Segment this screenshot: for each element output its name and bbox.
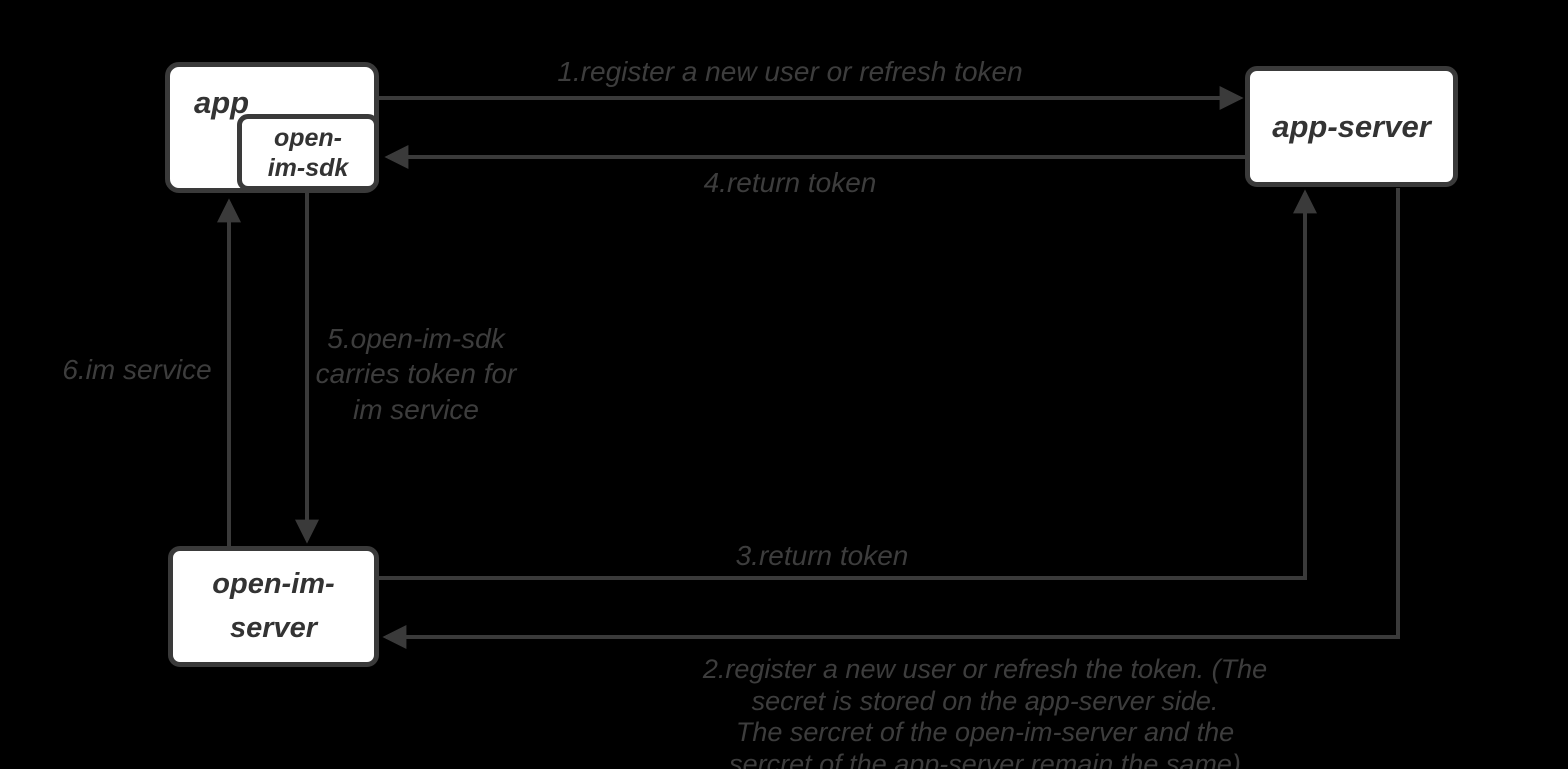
node-app-server: app-server <box>1245 66 1458 187</box>
arrow-2-register-user <box>382 188 1400 649</box>
edge-label-4-return-token: 4.return token <box>703 167 877 198</box>
node-open-im-server: open-im- server <box>168 546 379 667</box>
node-open-im-server-label: open-im- server <box>212 568 335 644</box>
edge-label-3-return-token: 3.return token <box>735 540 909 571</box>
node-open-im-sdk: open- im-sdk <box>237 114 379 191</box>
edge-label-1-register-user: 1.register a new user or refresh token <box>557 56 1023 87</box>
node-app-server-label: app-server <box>1272 108 1431 144</box>
node-app-label: app <box>194 85 250 120</box>
node-open-im-sdk-label: open- im-sdk <box>267 123 349 182</box>
edge-label-5-sdk-carries-token: 5.open-im-sdk carries token for im servi… <box>315 323 517 425</box>
edge-label-6-im-service: 6.im service <box>62 354 212 385</box>
edge-label-2-register-user: 2.register a new user or refresh the tok… <box>702 654 1268 769</box>
arrow-3-return-token <box>379 189 1317 580</box>
